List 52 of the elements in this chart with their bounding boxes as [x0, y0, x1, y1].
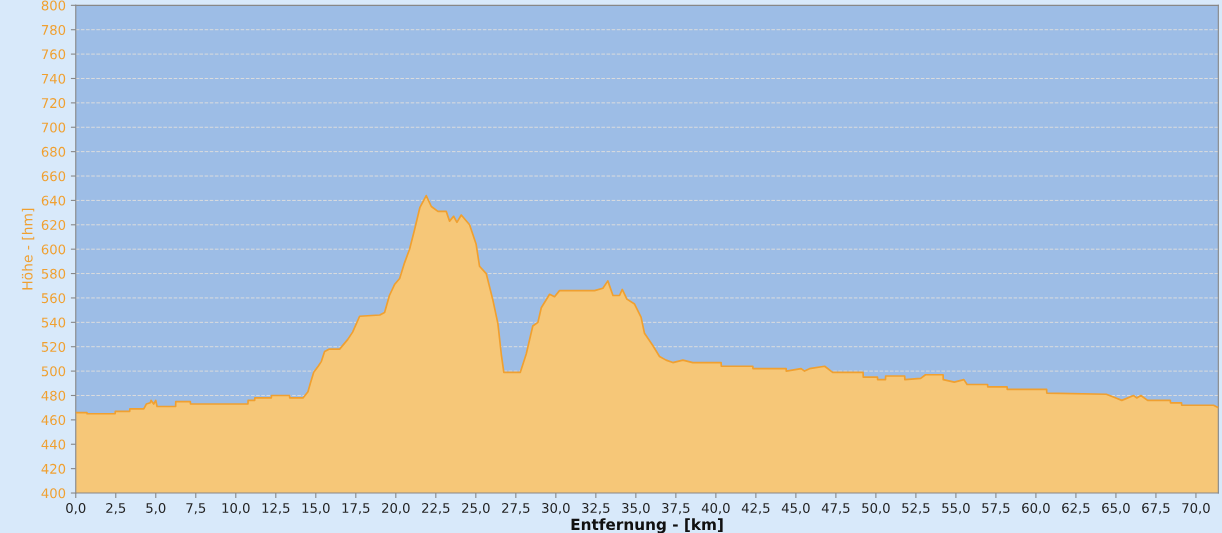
x-tick-label: 42,5: [741, 502, 770, 515]
y-tick-label: 620: [41, 220, 66, 230]
x-tick-label: 55,0: [942, 502, 970, 515]
x-tick-label: 35,0: [622, 502, 650, 515]
x-tick-label: 70,0: [1182, 502, 1210, 515]
x-tick-label: 45,0: [781, 502, 810, 515]
y-tick-label: 680: [41, 146, 66, 157]
x-tick-label: 40,0: [701, 502, 730, 515]
y-tick-label: 640: [41, 195, 66, 206]
x-tick-label: 57,5: [982, 503, 1010, 515]
y-axis-title: Höhe - [hm]: [21, 208, 35, 290]
y-tick-label: 740: [41, 73, 66, 84]
y-tick-label: 720: [41, 98, 66, 109]
y-tick-label: 560: [41, 293, 66, 304]
x-tick-label: 5,0: [146, 502, 166, 515]
x-tick-label: 52,5: [902, 502, 930, 515]
y-tick-label: 540: [41, 317, 66, 328]
x-tick-label: 37,5: [662, 502, 690, 515]
y-tick-label: 600: [41, 244, 66, 255]
x-tick-label: 20,0: [382, 502, 410, 515]
y-tick-label: 580: [41, 268, 66, 279]
x-tick-label: 27,5: [502, 502, 530, 515]
x-tick-label: 15,0: [302, 502, 330, 515]
x-tick-label: 7,5: [186, 503, 206, 515]
x-tick-label: 47,5: [821, 503, 850, 515]
y-tick-label: 760: [41, 49, 66, 60]
y-tick-label: 780: [41, 24, 66, 35]
y-tick-label: 660: [41, 171, 66, 182]
y-tick-label: 800: [41, 0, 66, 11]
x-tick-label: 22,5: [422, 502, 450, 515]
x-tick-label: 67,5: [1142, 502, 1170, 515]
y-tick-label: 700: [41, 122, 66, 133]
x-tick-label: 2,5: [106, 502, 126, 515]
x-tick-label: 30,0: [542, 502, 570, 515]
x-axis-title: Entfernung - [km]: [571, 518, 723, 533]
y-tick-label: 480: [41, 390, 66, 401]
x-tick-label: 17,5: [342, 503, 370, 515]
x-tick-label: 50,0: [862, 502, 890, 515]
x-tick-label: 25,0: [462, 502, 490, 515]
x-tick-label: 60,0: [1022, 502, 1050, 515]
y-tick-label: 400: [41, 488, 66, 499]
y-tick-label: 440: [41, 439, 66, 450]
x-tick-label: 65,0: [1102, 502, 1130, 515]
x-tick-label: 12,5: [262, 502, 290, 515]
x-tick-label: 0,0: [66, 502, 86, 515]
x-tick-label: 32,5: [582, 502, 610, 515]
x-tick-label: 62,5: [1062, 502, 1090, 515]
x-tick-label: 10,0: [222, 502, 250, 515]
y-tick-label: 420: [41, 463, 66, 474]
y-tick-label: 460: [41, 415, 66, 426]
y-tick-label: 520: [41, 341, 66, 352]
y-tick-label: 500: [41, 366, 66, 377]
